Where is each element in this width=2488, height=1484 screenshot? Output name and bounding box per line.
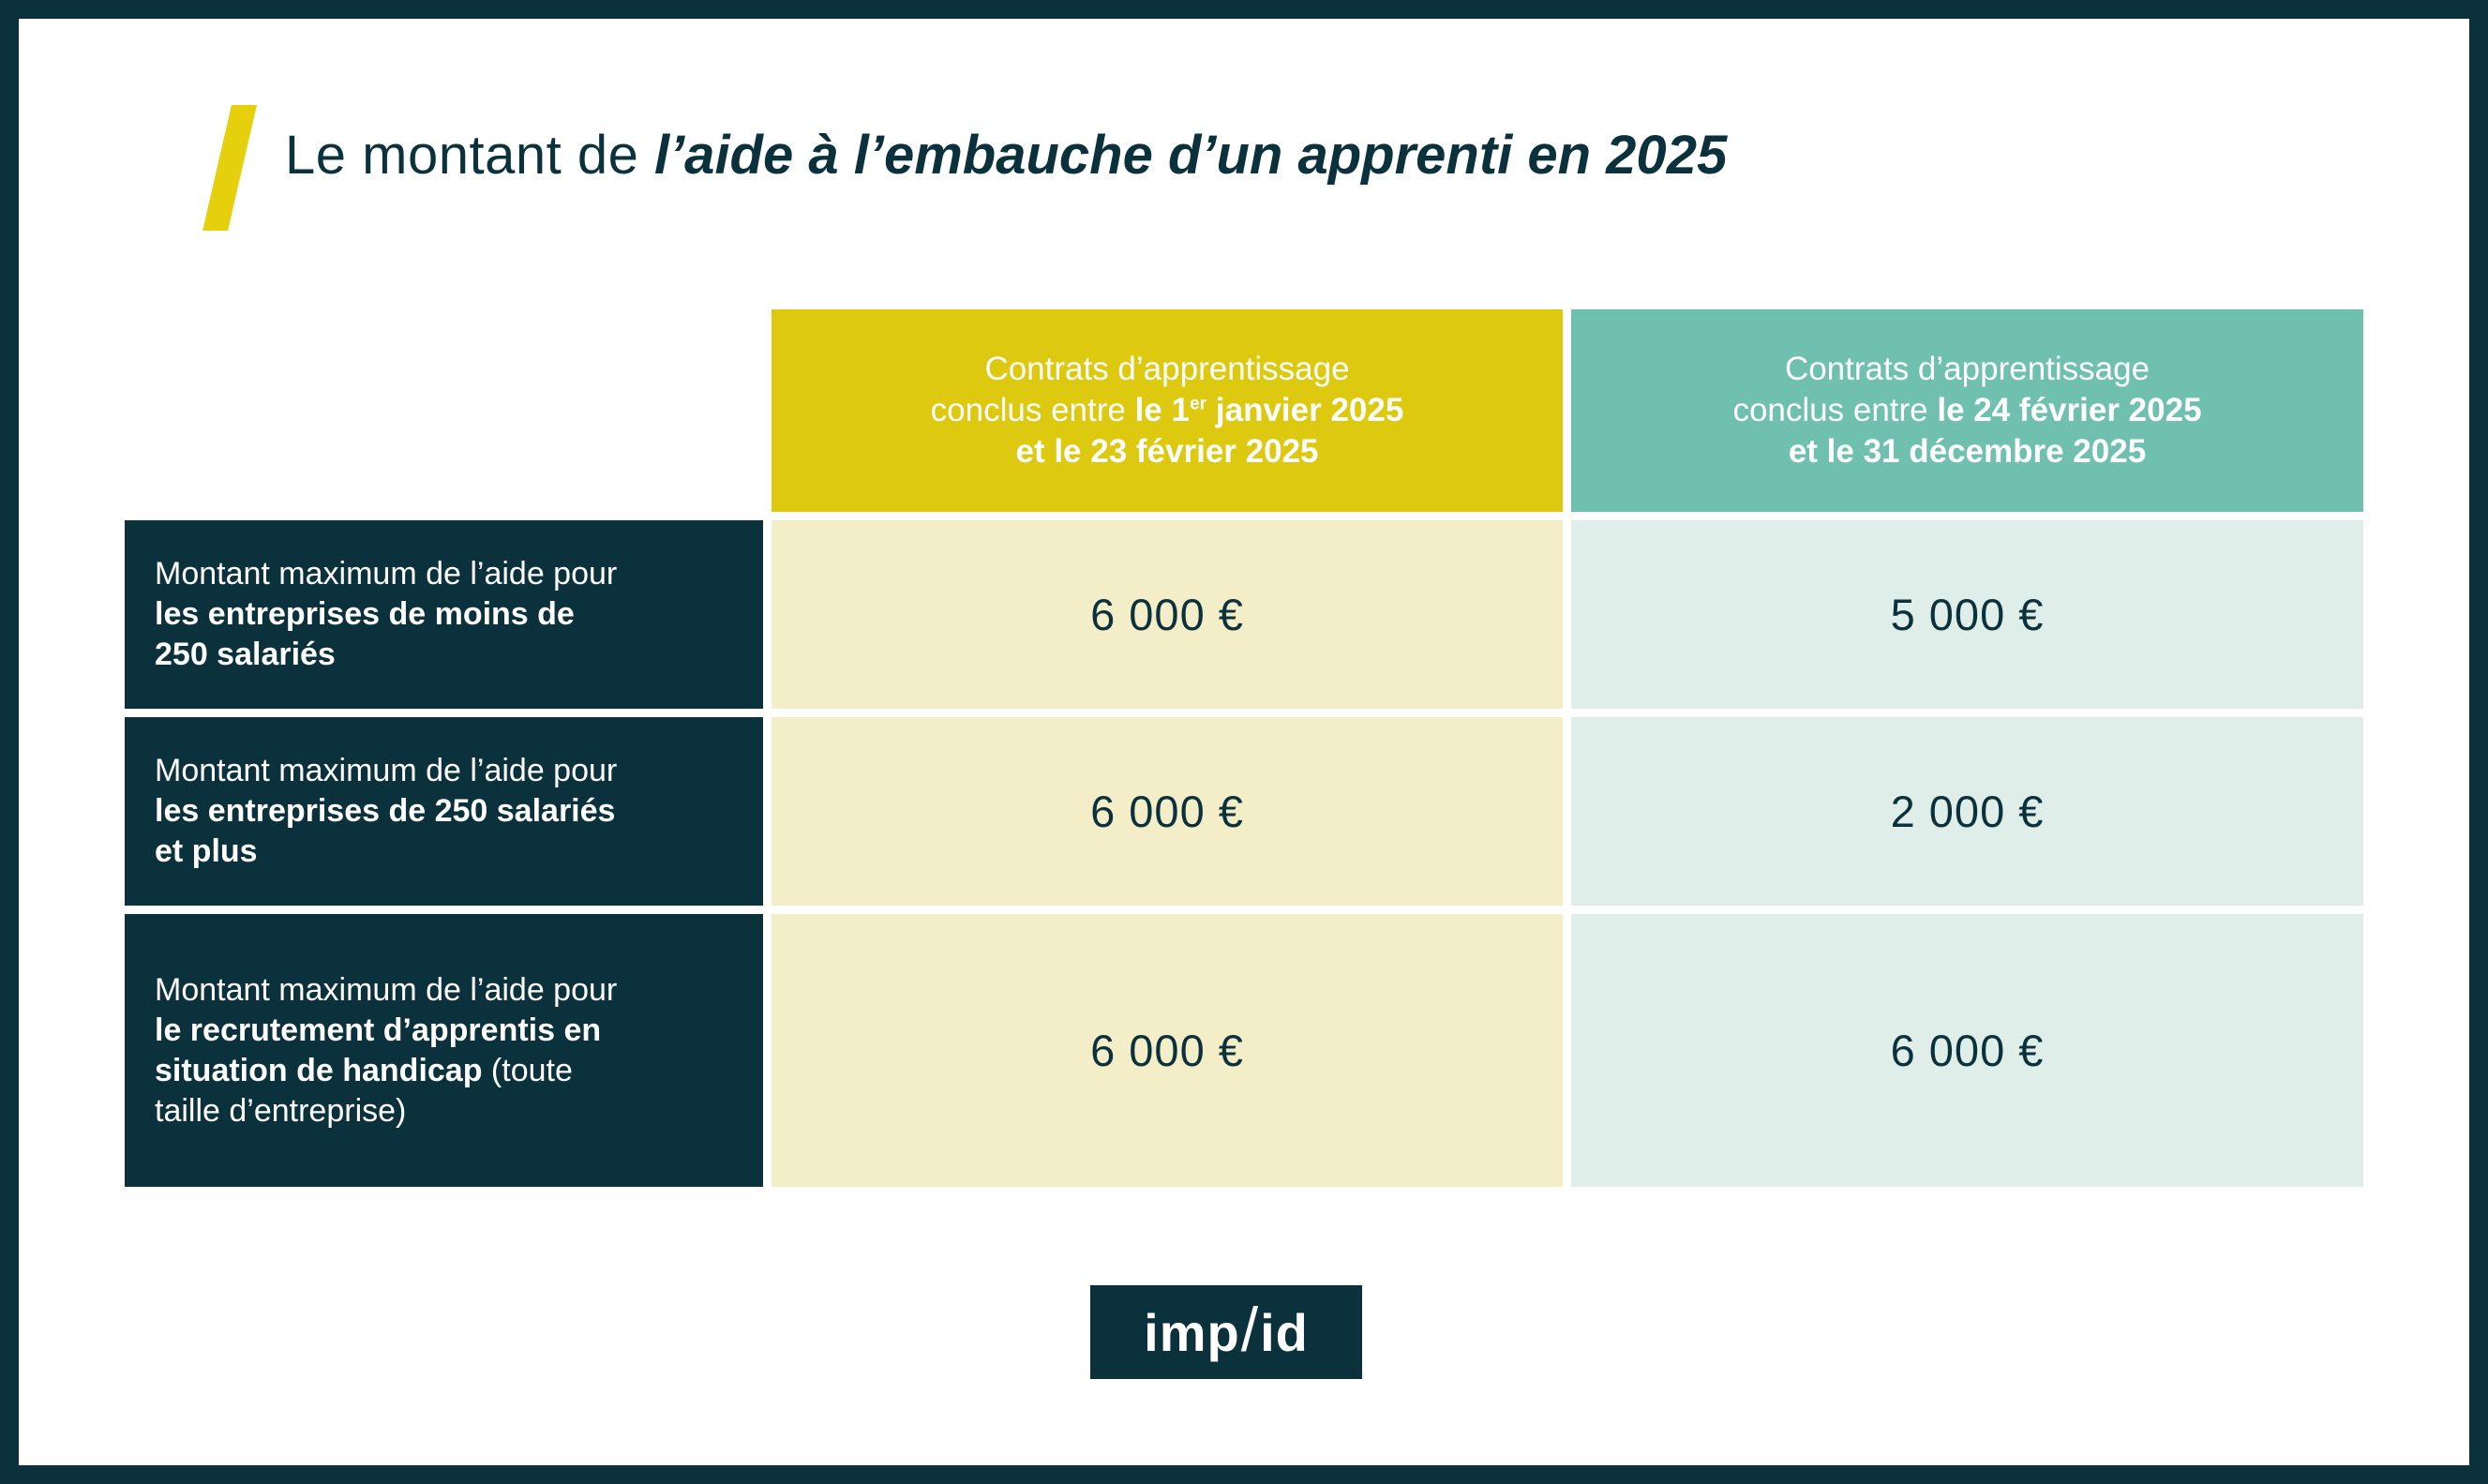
label-regular: (toute taille d’entreprise)	[155, 1052, 573, 1129]
header-line: et le 23 février 2025	[1015, 431, 1318, 472]
header-superscript: er	[1189, 394, 1207, 414]
header-line: Contrats d’apprentissage	[984, 349, 1349, 390]
row-label-text: Montant maximum de l’aide pour les entre…	[155, 554, 632, 675]
label-regular: Montant maximum de l’aide pour	[155, 971, 618, 1008]
row-label-companies-250-plus: Montant maximum de l’aide pour les entre…	[125, 717, 763, 906]
logo-text: imp	[1144, 1302, 1240, 1362]
row-label-companies-under-250: Montant maximum de l’aide pour les entre…	[125, 520, 763, 709]
row-label-text: Montant maximum de l’aide pour les entre…	[155, 751, 632, 872]
amount-text: 6 000 €	[1890, 1026, 2045, 1075]
value-under-250-period2: 5 000 €	[1571, 520, 2363, 709]
column-header-period-jan-feb: Contrats d’apprentissage conclus entre l…	[772, 309, 1563, 512]
value-disability-period1: 6 000 €	[772, 914, 1563, 1187]
label-bold: les entreprises de 250 salariés et plus	[155, 793, 616, 869]
logo-text: id	[1260, 1302, 1309, 1362]
title-emphasis: l’aide à l’embauche d’un apprenti en 202…	[653, 125, 1728, 186]
aid-amount-table: Contrats d’apprentissage conclus entre l…	[125, 309, 2363, 1187]
row-label-apprentices-disability: Montant maximum de l’aide pour le recrut…	[125, 914, 763, 1187]
header-text-bold: et le 23 février 2025	[1015, 433, 1319, 470]
header-text: Contrats d’apprentissage	[984, 351, 1350, 387]
amount-text: 2 000 €	[1890, 787, 2045, 836]
value-under-250-period1: 6 000 €	[772, 520, 1563, 709]
amount-text: 5 000 €	[1890, 590, 2045, 639]
row-label-text: Montant maximum de l’aide pour le recrut…	[155, 970, 632, 1132]
header-text-bold: et le 31 décembre 2025	[1788, 433, 2147, 470]
value-250-plus-period1: 6 000 €	[772, 717, 1563, 906]
header-line: conclus entre le 1er janvier 2025	[931, 390, 1404, 431]
value-250-plus-period2: 2 000 €	[1571, 717, 2363, 906]
header-line: Contrats d’apprentissage	[1785, 349, 2150, 390]
label-regular: Montant maximum de l’aide pour	[155, 556, 618, 592]
header-text: conclus entre	[930, 392, 1135, 428]
header-text: conclus entre	[1732, 392, 1938, 428]
table-corner-cell	[125, 309, 763, 512]
logo-slash-icon: /	[1240, 1296, 1260, 1365]
page-title: Le montant de l’aide à l’embauche d’un a…	[285, 124, 1727, 187]
amount-text: 6 000 €	[1090, 1026, 1244, 1075]
title-prefix: Le montant de	[285, 125, 654, 186]
header-line: conclus entre le 24 février 2025	[1732, 390, 2201, 431]
header-line: et le 31 décembre 2025	[1789, 431, 2146, 472]
title-slash-icon	[202, 105, 257, 231]
value-disability-period2: 6 000 €	[1571, 914, 2363, 1187]
label-bold: le recrutement d’apprentis en situation …	[155, 1012, 602, 1088]
header-text: Contrats d’apprentissage	[1784, 351, 2151, 387]
label-regular: Montant maximum de l’aide pour	[155, 753, 618, 788]
header-text-bold: janvier 2025	[1207, 392, 1404, 428]
amount-text: 6 000 €	[1090, 787, 1244, 836]
implid-logo: imp / id	[1090, 1285, 1362, 1379]
label-bold: les entreprises de moins de 250 salariés	[155, 596, 575, 672]
header-text-bold: le 24 février 2025	[1937, 392, 2202, 428]
amount-text: 6 000 €	[1090, 590, 1244, 639]
header-text-bold: le 1	[1134, 392, 1190, 428]
column-header-period-feb-dec: Contrats d’apprentissage conclus entre l…	[1571, 309, 2363, 512]
